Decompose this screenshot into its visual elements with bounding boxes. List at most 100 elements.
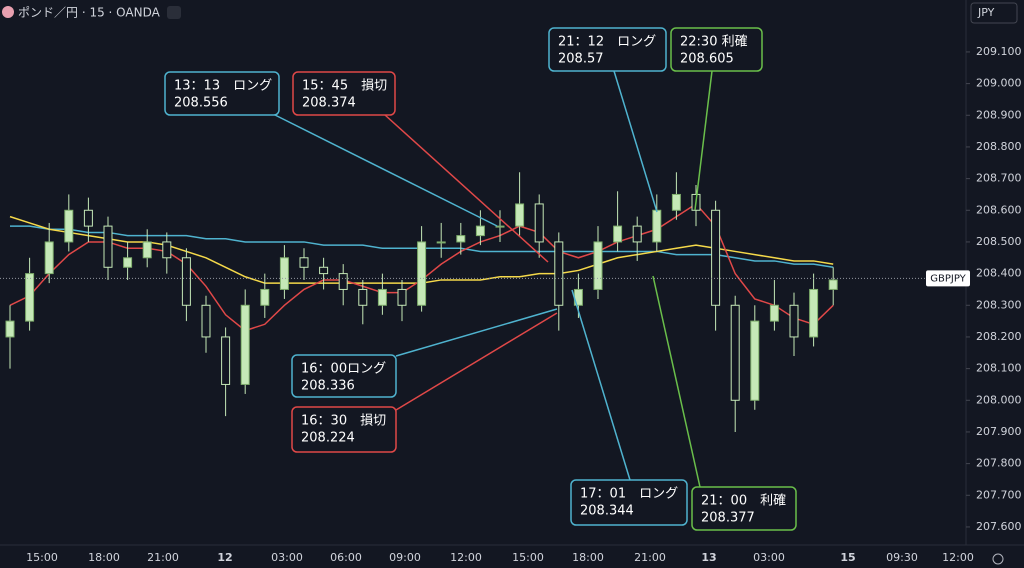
- annotation-pointer: [274, 114, 498, 227]
- y-tick-label: 207.700: [976, 488, 1022, 501]
- annotation-box: [548, 27, 667, 72]
- candle-body: [25, 273, 35, 322]
- candle-body: [456, 235, 466, 243]
- settings-icon[interactable]: [992, 553, 1004, 565]
- annotation-label: 21：12 ロング: [558, 35, 656, 50]
- candle-body: [632, 225, 642, 243]
- x-tick-label: 09:30: [886, 551, 918, 564]
- candle-body: [475, 225, 485, 237]
- annotation-box: [292, 71, 396, 116]
- symbol-tag-bg: [926, 270, 970, 287]
- annotation-pointer: [571, 289, 631, 481]
- candle-body: [809, 288, 819, 338]
- y-tick-label: 208.600: [976, 203, 1022, 216]
- x-tick-label: 03:00: [271, 551, 303, 564]
- candle-body: [279, 257, 289, 290]
- candle-body: [83, 209, 93, 227]
- candle-body: [44, 241, 54, 275]
- candle-body: [515, 203, 525, 227]
- x-tick-label: 18:00: [88, 551, 120, 564]
- candle-body: [103, 225, 113, 268]
- x-tick-label: 15:00: [512, 551, 544, 564]
- annotation-pointer: [384, 114, 549, 263]
- candle-body: [593, 241, 603, 290]
- y-tick-label: 208.900: [976, 108, 1022, 121]
- annotation-pointer: [694, 70, 713, 211]
- x-tick-label: 12:00: [450, 551, 482, 564]
- candle-body: [358, 288, 368, 306]
- candle-body: [181, 257, 191, 306]
- annotation-price: 208.344: [580, 504, 634, 519]
- y-tick-label: 208.100: [976, 362, 1022, 375]
- annotation-box: [691, 486, 797, 531]
- y-tick-label: 208.200: [976, 330, 1022, 343]
- candle-body: [201, 304, 211, 338]
- y-tick-label: 208.800: [976, 140, 1022, 153]
- annotation-price: 208.374: [302, 96, 356, 111]
- candle-body: [652, 209, 662, 243]
- y-tick-label: 208.400: [976, 267, 1022, 280]
- currency-label: JPY: [977, 6, 995, 19]
- candle-body: [769, 304, 779, 322]
- candle-body: [221, 336, 231, 385]
- candle-body: [828, 279, 838, 290]
- candle-body: [338, 273, 348, 290]
- annotation-price: 208.377: [701, 511, 755, 526]
- annotation-pointer: [613, 70, 658, 213]
- candle-body: [5, 320, 15, 338]
- annotation-box: [164, 71, 280, 116]
- y-tick-label: 208.700: [976, 172, 1022, 185]
- candle-body: [142, 241, 152, 259]
- x-tick-label: 15: [840, 551, 855, 564]
- annotation-pointer: [395, 312, 558, 411]
- annotation-pointer: [652, 275, 701, 488]
- candle-body: [613, 225, 623, 243]
- annotation-price: 208.224: [301, 431, 355, 446]
- annotation-label: 21：00 利確: [701, 493, 786, 509]
- chart-title: ポンド／円 · 15 · OANDA: [18, 6, 161, 20]
- candle-body: [299, 257, 309, 268]
- y-tick-label: 207.600: [976, 520, 1022, 533]
- candle-body: [730, 304, 740, 401]
- candle-body: [260, 288, 270, 306]
- candle-body: [240, 304, 250, 385]
- x-tick-label: 12:00: [942, 551, 974, 564]
- x-tick-label: 21:00: [147, 551, 179, 564]
- annotation-box: [670, 27, 763, 72]
- candle-body: [534, 203, 544, 243]
- collapse-button[interactable]: [167, 6, 181, 19]
- candle-body: [711, 209, 721, 306]
- annotation-label: 16：00ロング: [301, 362, 386, 377]
- x-tick-label: 13: [701, 551, 716, 564]
- x-tick-label: 15:00: [26, 551, 58, 564]
- currency-button[interactable]: [970, 2, 1018, 24]
- x-tick-label: 21:00: [634, 551, 666, 564]
- candle-body: [671, 193, 681, 211]
- annotation-label: 15：45 損切: [302, 79, 387, 94]
- annotation-label: 16：30 損切: [301, 414, 386, 429]
- y-tick-label: 207.800: [976, 457, 1022, 470]
- candle-body: [64, 209, 74, 243]
- annotation-price: 208.57: [558, 52, 604, 67]
- candle-body: [123, 257, 133, 268]
- y-tick-label: 208.500: [976, 235, 1022, 248]
- y-tick-label: 209.000: [976, 77, 1022, 90]
- x-tick-label: 12: [217, 551, 232, 564]
- candle-body: [495, 225, 505, 228]
- x-tick-label: 09:00: [389, 551, 421, 564]
- annotation-label: 17：01 ロング: [580, 487, 678, 502]
- y-tick-label: 208.300: [976, 298, 1022, 311]
- x-tick-label: 03:00: [753, 551, 785, 564]
- candle-body: [377, 288, 387, 306]
- y-tick-label: 208.000: [976, 393, 1022, 406]
- candle-body: [417, 241, 427, 306]
- candle-body: [750, 320, 760, 401]
- symbol-tag: GBPJPY: [930, 273, 966, 284]
- candle-body: [162, 241, 172, 259]
- candle-body: [554, 241, 564, 306]
- annotation-label: 22:30 利確: [680, 34, 748, 50]
- candle-body: [436, 241, 446, 244]
- annotation-price: 208.336: [301, 379, 355, 394]
